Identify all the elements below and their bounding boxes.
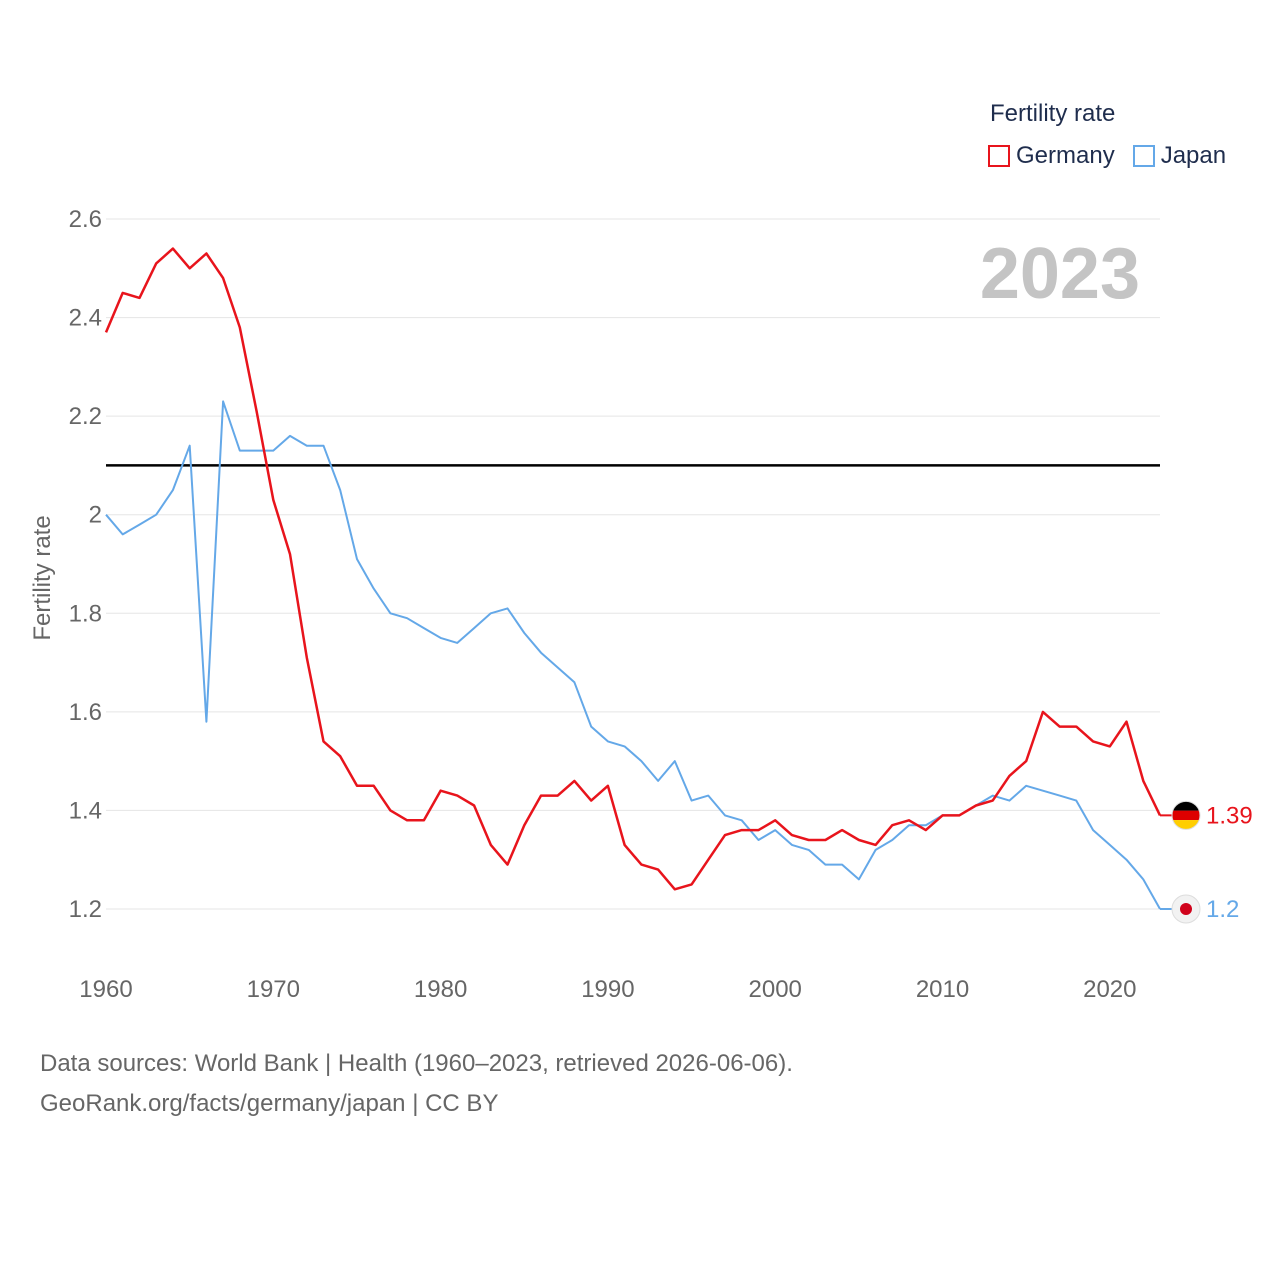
x-tick-label: 1990 (581, 976, 634, 1003)
x-tick-label: 2010 (916, 976, 969, 1003)
x-tick-labels: 1960 1970 1980 1990 2000 2010 2020 (79, 976, 1136, 1003)
source-line-1: Data sources: World Bank | Health (1960–… (40, 1050, 793, 1077)
legend-label-japan: Japan (1160, 142, 1227, 169)
x-tick-label: 1960 (79, 976, 132, 1003)
flag-outline (1171, 894, 1201, 924)
y-tick-label: 2.2 (69, 403, 102, 430)
series-lines (104, 247, 1162, 910)
series-line-japan (105, 400, 1161, 910)
legend-swatch-germany (988, 145, 1010, 167)
y-tick-labels: 1.2 1.4 1.6 1.8 2 2.2 2.4 2.6 (69, 206, 102, 923)
legend-swatch-japan (1132, 145, 1155, 167)
flag-stripe-black (1172, 801, 1200, 811)
flag-outline (1171, 800, 1201, 830)
legend-item-japan[interactable]: Japan (1132, 142, 1227, 170)
legend: Germany Japan (988, 142, 1244, 170)
flag-germany-icon (1172, 801, 1200, 830)
y-tick-label: 1.6 (69, 699, 102, 726)
y-axis-label: Fertility rate (29, 515, 56, 640)
legend-title: Fertility rate (990, 100, 1116, 127)
flag-stripe-gold (1172, 820, 1200, 830)
year-watermark: 2023 (980, 234, 1140, 314)
grid-lines (106, 218, 1160, 910)
y-tick-label: 1.8 (69, 600, 102, 627)
flag-sun-red (1180, 903, 1192, 915)
y-tick-label: 1.4 (69, 797, 102, 824)
x-tick-label: 2020 (1083, 976, 1136, 1003)
end-value-label-japan: 1.2 (1206, 896, 1239, 923)
series-line-germany (104, 247, 1162, 891)
y-tick-label: 2.6 (69, 206, 102, 233)
legend-label-germany: Germany (1016, 142, 1115, 169)
flag-stripe-red (1172, 810, 1200, 821)
legend-item-germany[interactable]: Germany (988, 142, 1115, 170)
source-note: Data sources: World Bank | Health (1960–… (40, 1044, 793, 1124)
x-tick-label: 1980 (414, 976, 467, 1003)
end-value-label-germany: 1.39 (1206, 802, 1253, 829)
y-tick-label: 2 (89, 502, 102, 529)
x-tick-label: 1970 (247, 976, 300, 1003)
flag-japan-icon (1172, 895, 1200, 923)
source-line-2[interactable]: GeoRank.org/facts/germany/japan | CC BY (40, 1090, 499, 1117)
y-tick-label: 1.2 (69, 896, 102, 923)
end-markers: 1.39 1.2 (1160, 800, 1253, 924)
x-tick-label: 2000 (749, 976, 802, 1003)
y-tick-label: 2.4 (69, 305, 102, 332)
